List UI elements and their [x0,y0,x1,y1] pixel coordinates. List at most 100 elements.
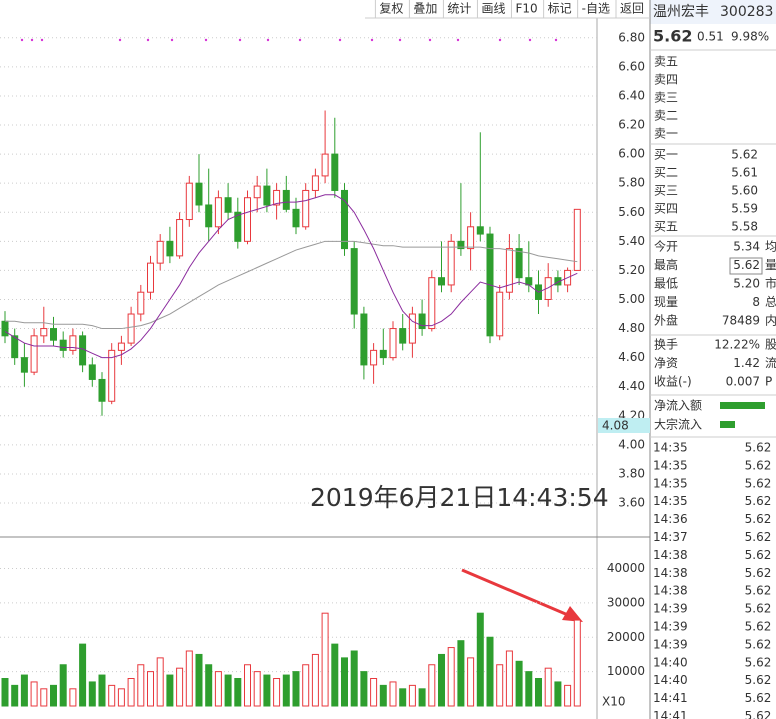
volume-bar [234,678,242,707]
volume-bar [282,674,290,707]
quote-header-bg [650,0,776,24]
toolbar-button[interactable]: 返回 [620,2,644,16]
candle-body [341,189,348,250]
tick-price: 5.62 [745,494,772,508]
candle-body [573,208,581,271]
toolbar-button[interactable]: 叠加 [413,2,437,16]
y-tick-label: 6.40 [618,88,645,102]
bid-price: 5.62 [731,148,758,162]
volume-bar [418,688,426,707]
volume-bar [515,660,523,707]
unit-label: X10 [602,695,626,709]
volume-bar [195,653,203,707]
stat-value: 5.62 [733,258,760,272]
cursor-label: 4.08 [602,419,629,433]
y-tick-label: 4.60 [618,350,645,364]
volume-bar [214,671,222,707]
volume-bar [408,684,416,707]
candle-body [379,349,387,359]
volume-bar [476,612,484,707]
stat-label2: 量 [765,258,776,272]
candle-body [554,277,562,286]
volume-bar [69,688,77,707]
volume-bar [389,681,397,707]
ma-line [4,194,578,359]
tick-time: 14:38 [653,584,688,598]
tick-price: 5.62 [745,673,772,687]
volume-bar [253,671,261,707]
toolbar-button[interactable]: 标记 [548,2,572,16]
volume-bar [399,688,407,707]
candle-body [282,189,290,210]
stat-value: 78489 [722,314,760,328]
stat2-label: 净资 [654,356,678,370]
arrow [461,568,576,620]
tick-price: 5.62 [745,566,772,580]
tick-time: 14:41 [653,709,688,719]
volume-bar [127,678,135,707]
candle-body [360,313,368,366]
ask-label: 卖四 [654,73,678,87]
toolbar-button[interactable]: -自选 [582,2,610,16]
volume-bar [98,674,106,707]
stat-label: 今开 [654,239,678,254]
candle-body [137,291,145,315]
volume-bar [554,681,562,707]
candle-body [428,277,436,330]
volume-bar [108,684,116,707]
candle-body [195,182,203,206]
candle-body [214,197,222,228]
stat-value: 5.20 [733,277,760,291]
candle-body [505,248,513,293]
volume-bar [350,650,358,707]
stat-label2: 内 [765,314,776,328]
ask-label: 卖三 [654,91,678,105]
candle-body [467,226,475,250]
y-tick-label: 6.20 [618,118,645,132]
bid-price: 5.59 [731,202,758,216]
y-tick-label: 4.80 [618,321,645,335]
volume-bar [447,647,455,707]
y-tick-label: 40000 [607,561,645,575]
y-tick-label: 6.00 [618,147,645,161]
bid-label: 买四 [654,202,678,216]
volume-bar [117,688,125,707]
flow-bar [720,421,735,428]
toolbar-button[interactable]: F10 [515,2,537,16]
candle-body [408,313,416,344]
y-tick-label: 10000 [607,664,645,678]
toolbar-button[interactable]: 画线 [481,2,505,16]
stat-label2: 市 [765,276,776,291]
volume-bar [496,664,504,707]
bid-label: 买三 [654,184,678,198]
tick-price: 5.62 [745,602,772,616]
tick-price: 5.62 [745,512,772,526]
stock-name: 温州宏丰 [653,4,709,20]
candle-body [476,226,484,235]
change-pct: 9.98% [731,30,769,44]
tick-time: 14:38 [653,566,688,580]
tick-time: 14:35 [653,476,688,490]
volume-bar [156,657,164,707]
bid-label: 买二 [654,166,678,180]
signal-dots [20,38,558,42]
flow-label: 大宗流入 [654,417,702,432]
volume-bar [59,664,67,707]
candle-body [224,197,232,213]
toolbar-button[interactable]: 复权 [379,2,403,16]
tick-time: 14:35 [653,458,688,472]
change: 0.51 [697,30,724,44]
tick-price: 5.62 [745,637,772,651]
tick-time: 14:40 [653,655,688,669]
tick-price: 5.62 [745,458,772,472]
stat2-label2: P [765,375,772,389]
candle-body [447,240,455,286]
volume-bar [137,664,145,707]
flow-label: 净流入额 [654,399,702,413]
y-tick-label: 6.80 [618,30,645,44]
candle-body [544,277,552,300]
volume-bar [11,684,19,707]
stat2-label: 换手 [654,338,678,352]
toolbar-button[interactable]: 统计 [447,2,471,16]
